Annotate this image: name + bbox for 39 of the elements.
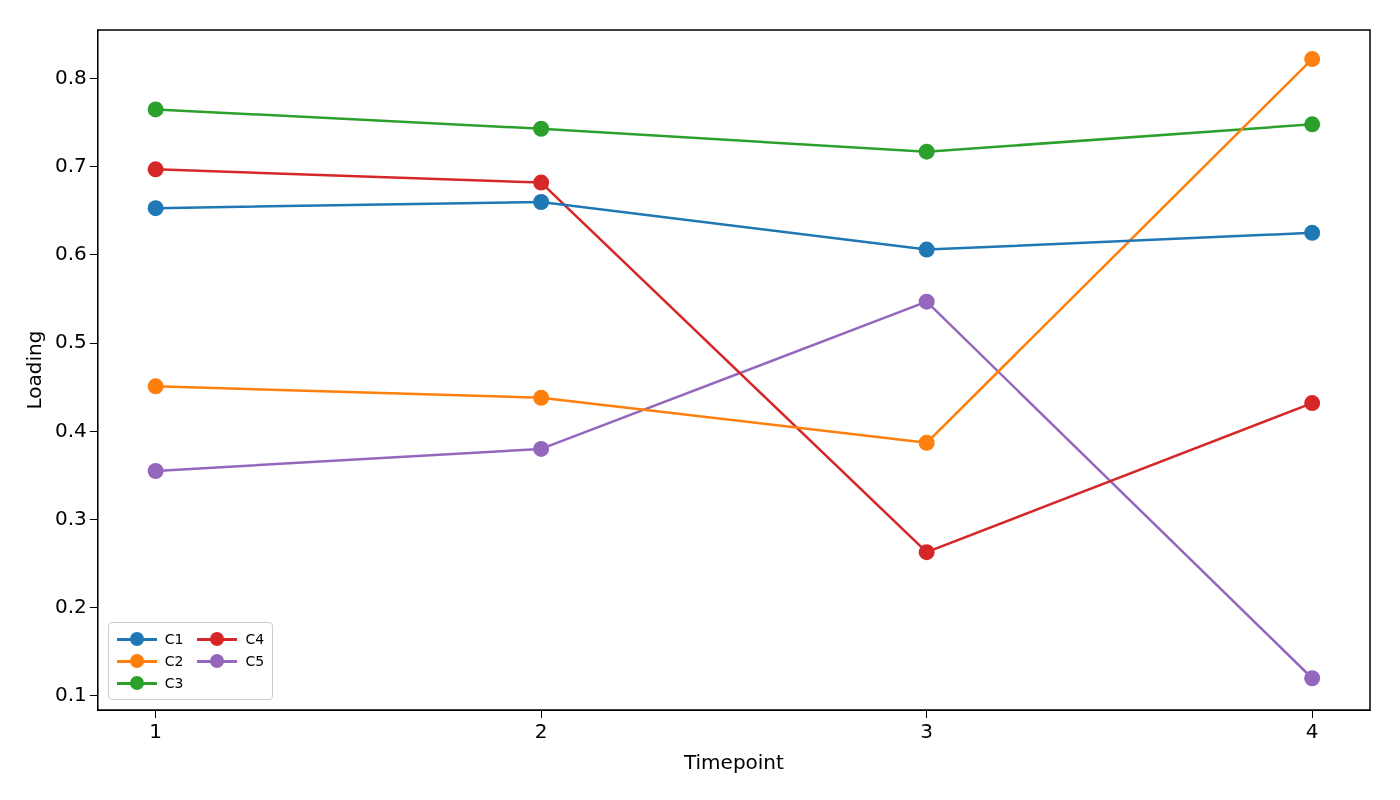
x-tick-label: 2	[534, 719, 548, 744]
y-tick-label: 0.6	[54, 241, 87, 266]
legend-label: C3	[164, 675, 184, 691]
y-tick-label: 0.1	[54, 682, 87, 707]
point	[1304, 670, 1321, 687]
point	[918, 434, 935, 451]
y-tick-label: 0.4	[54, 417, 87, 442]
x-axis-title: Timepoint	[682, 750, 785, 775]
point	[1304, 224, 1321, 241]
point	[147, 462, 164, 479]
point	[918, 293, 935, 310]
point	[533, 174, 550, 191]
point	[533, 440, 550, 457]
x-tick-label: 1	[149, 719, 162, 744]
x-tick-label: 3	[920, 719, 934, 744]
point	[1304, 51, 1321, 68]
point	[918, 544, 935, 561]
y-tick-label: 0.3	[54, 505, 87, 530]
point	[533, 193, 550, 210]
point	[147, 200, 164, 217]
x-tick-label: 4	[1305, 719, 1319, 744]
point	[147, 161, 164, 178]
point	[147, 378, 164, 395]
y-axis-title: Loading	[22, 330, 47, 410]
legend-label: C5	[245, 653, 265, 669]
point	[918, 241, 935, 258]
y-tick-label: 0.2	[54, 593, 87, 618]
legend-label: C1	[164, 631, 184, 647]
point	[533, 389, 550, 406]
y-tick-label: 0.7	[54, 152, 87, 177]
point	[147, 101, 164, 118]
y-tick-label: 0.8	[54, 64, 87, 89]
legend-label: C2	[164, 653, 184, 669]
point	[533, 120, 550, 137]
legend-label: C4	[245, 631, 265, 647]
point	[918, 143, 935, 160]
point	[1304, 116, 1321, 133]
point	[1304, 395, 1321, 412]
y-tick-label: 0.5	[54, 329, 87, 354]
